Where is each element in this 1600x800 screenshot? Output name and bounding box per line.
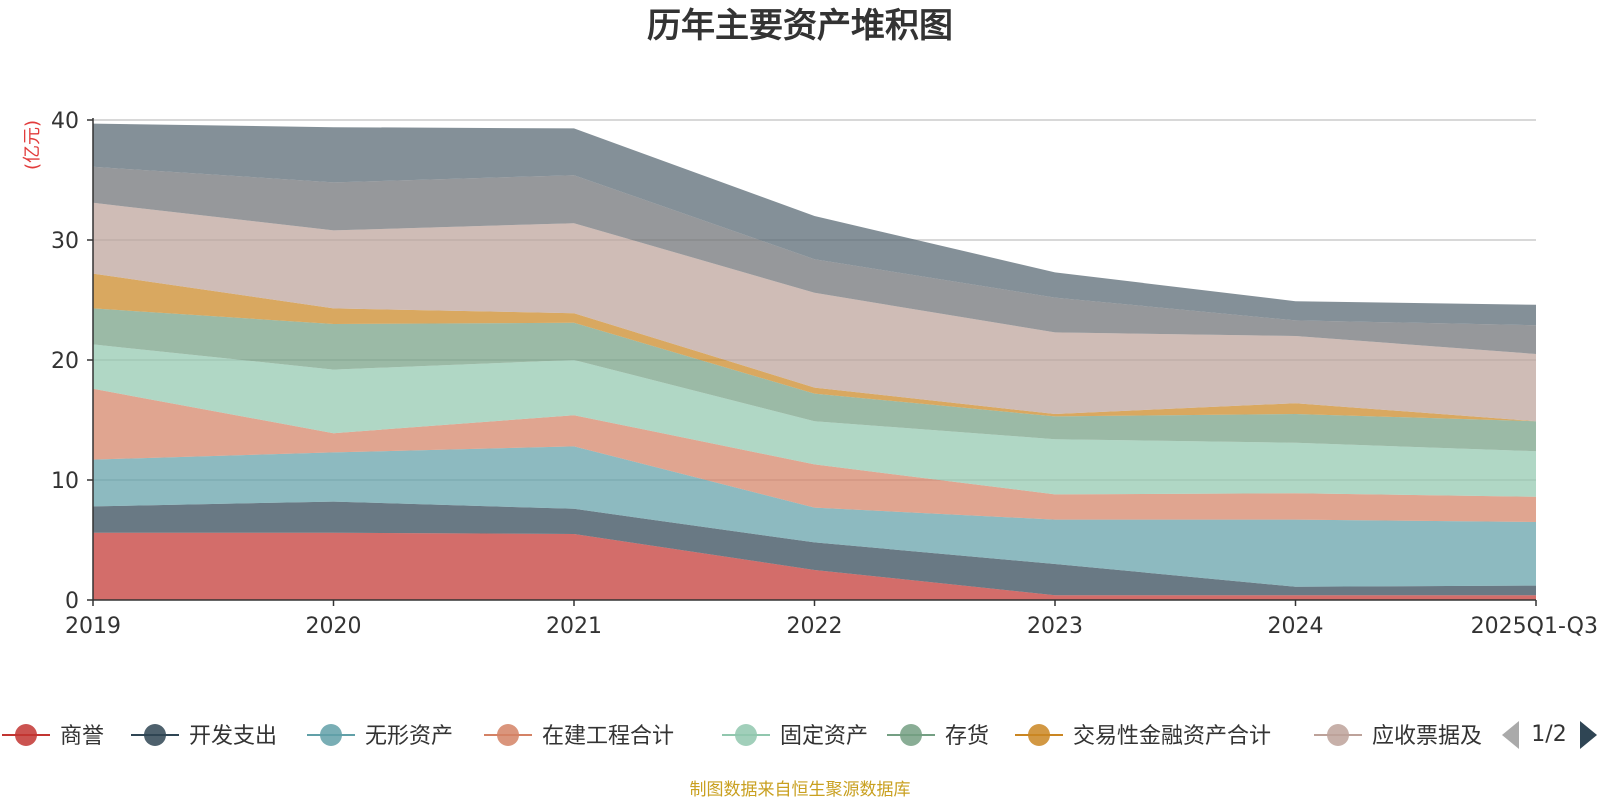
axes (87, 118, 1537, 606)
area-series-1 (93, 501, 1536, 596)
legend-dot-marker (1028, 724, 1050, 746)
legend-item[interactable]: 固定资产 (722, 724, 868, 749)
y-tick-label: 0 (65, 589, 79, 614)
area-series-group (93, 123, 1536, 600)
area-series-6 (93, 273, 1536, 422)
area-series-0 (93, 532, 1536, 600)
area-series-3 (93, 388, 1536, 522)
legend-item[interactable]: 无形资产 (307, 724, 453, 749)
area-series-2 (93, 446, 1536, 587)
legend-dot-marker (497, 724, 519, 746)
legend: 商誉 开发支出 无形资产 在建工程合计 固定资产 存货 交易性金融资产合计 应收票据及 (2, 724, 1482, 749)
legend-item[interactable]: 开发支出 (131, 724, 277, 749)
legend-label: 固定资产 (780, 724, 868, 749)
legend-dot-marker (900, 724, 922, 746)
x-tick-label: 2023 (1027, 614, 1083, 639)
legend-dot-marker (320, 724, 342, 746)
legend-dot-marker (144, 724, 166, 746)
legend-dot-marker (1327, 724, 1349, 746)
data-source-note: 制图数据来自恒生聚源数据库 (690, 780, 911, 800)
area-series-4 (93, 344, 1536, 497)
legend-item[interactable]: 在建工程合计 (484, 724, 674, 749)
y-tick-label: 20 (51, 349, 79, 374)
y-tick-label: 40 (51, 109, 79, 134)
x-tick-label: 2019 (65, 614, 121, 639)
legend-prev-page-icon[interactable] (1502, 721, 1519, 749)
x-tick-label: 2025Q1-Q3 (1471, 614, 1598, 639)
y-tick-label: 30 (51, 229, 79, 254)
legend-dot-marker (15, 724, 37, 746)
legend-next-page-icon[interactable] (1580, 721, 1597, 749)
x-tick-label: 2020 (306, 614, 362, 639)
legend-label: 无形资产 (365, 724, 453, 749)
legend-item[interactable]: 应收票据及 (1314, 724, 1482, 749)
area-series-8 (93, 166, 1536, 354)
legend-dot-marker (735, 724, 757, 746)
legend-label: 商誉 (60, 724, 104, 749)
legend-page-indicator: 1/2 (1531, 722, 1566, 747)
legend-label: 开发支出 (189, 724, 277, 749)
y-axis-unit-label: (亿元) (22, 120, 43, 170)
area-series-5 (93, 308, 1536, 452)
x-tick-label: 2022 (787, 614, 843, 639)
y-tick-label: 10 (51, 469, 79, 494)
legend-label: 交易性金融资产合计 (1073, 724, 1271, 749)
legend-item[interactable]: 交易性金融资产合计 (1015, 724, 1271, 749)
legend-item[interactable]: 商誉 (2, 724, 104, 749)
legend-item[interactable]: 存货 (887, 724, 989, 749)
area-series-9 (93, 123, 1536, 326)
tick-labels: 0 10 20 30 40 2019 2020 2021 2022 2023 2024 2025Q1-… (51, 109, 1598, 639)
legend-label: 存货 (945, 724, 989, 749)
area-series-7 (93, 202, 1536, 422)
legend-label: 应收票据及 (1372, 724, 1482, 749)
chart-title: 历年主要资产堆积图 (647, 6, 953, 46)
x-tick-label: 2024 (1268, 614, 1324, 639)
x-tick-label: 2021 (546, 614, 602, 639)
legend-label: 在建工程合计 (542, 724, 674, 749)
